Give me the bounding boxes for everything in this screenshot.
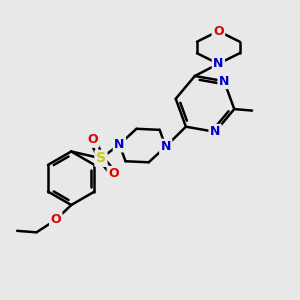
- Text: N: N: [160, 140, 171, 153]
- Text: O: O: [108, 167, 119, 180]
- Text: N: N: [210, 125, 220, 138]
- Text: S: S: [96, 151, 106, 165]
- Text: O: O: [50, 213, 61, 226]
- Text: N: N: [219, 75, 229, 88]
- Text: O: O: [87, 134, 98, 146]
- Text: O: O: [213, 25, 224, 38]
- Text: N: N: [213, 57, 224, 70]
- Text: N: N: [114, 138, 124, 151]
